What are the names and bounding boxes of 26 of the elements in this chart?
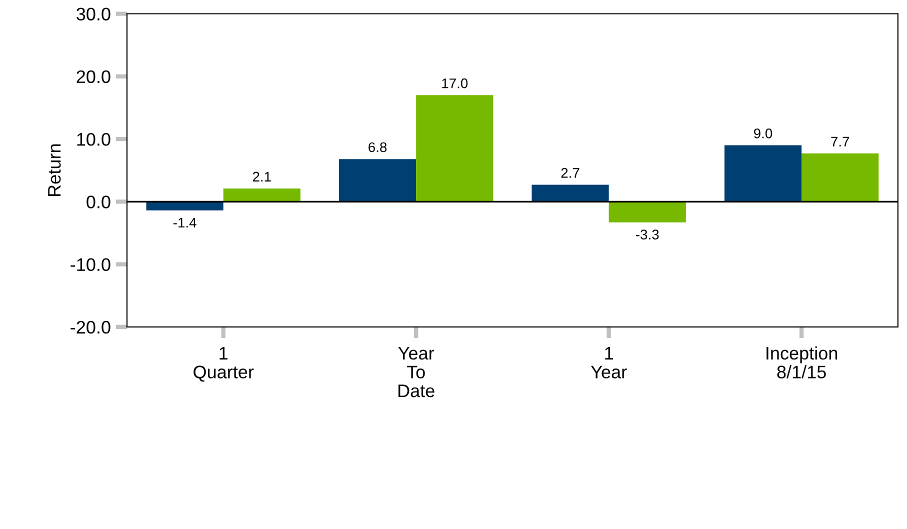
bar	[608, 202, 686, 222]
y-tick-label: 10.0	[77, 132, 110, 146]
bar	[532, 184, 609, 202]
data-label: 2.7	[561, 168, 580, 178]
bar	[802, 153, 879, 202]
x-tick-label: Inception 8/1/15	[766, 346, 838, 378]
bar	[724, 145, 802, 202]
x-tick-label: 1 Quarter	[194, 347, 254, 382]
bar	[338, 159, 416, 202]
data-label: 2.1	[252, 172, 271, 182]
data-label: 9.0	[754, 128, 772, 138]
data-label: 17.0	[442, 78, 468, 88]
data-label: 7.7	[831, 136, 850, 146]
y-tick-label: 20.0	[76, 70, 110, 84]
data-label: -3.3	[636, 230, 659, 240]
data-label: -1.4	[173, 218, 196, 228]
y-tick-label: -20.0	[70, 320, 110, 334]
x-tick-label: Year To Date	[398, 347, 434, 398]
x-tick-label: 1 Year	[590, 347, 627, 378]
y-axis-title: Return	[48, 144, 61, 196]
bar	[223, 188, 300, 202]
bar	[416, 95, 494, 202]
y-tick-label: 0.0	[86, 196, 110, 208]
y-tick-label: -10.0	[70, 258, 110, 272]
y-tick-label: 30.0	[76, 8, 110, 20]
data-label: 6.8	[368, 142, 387, 152]
